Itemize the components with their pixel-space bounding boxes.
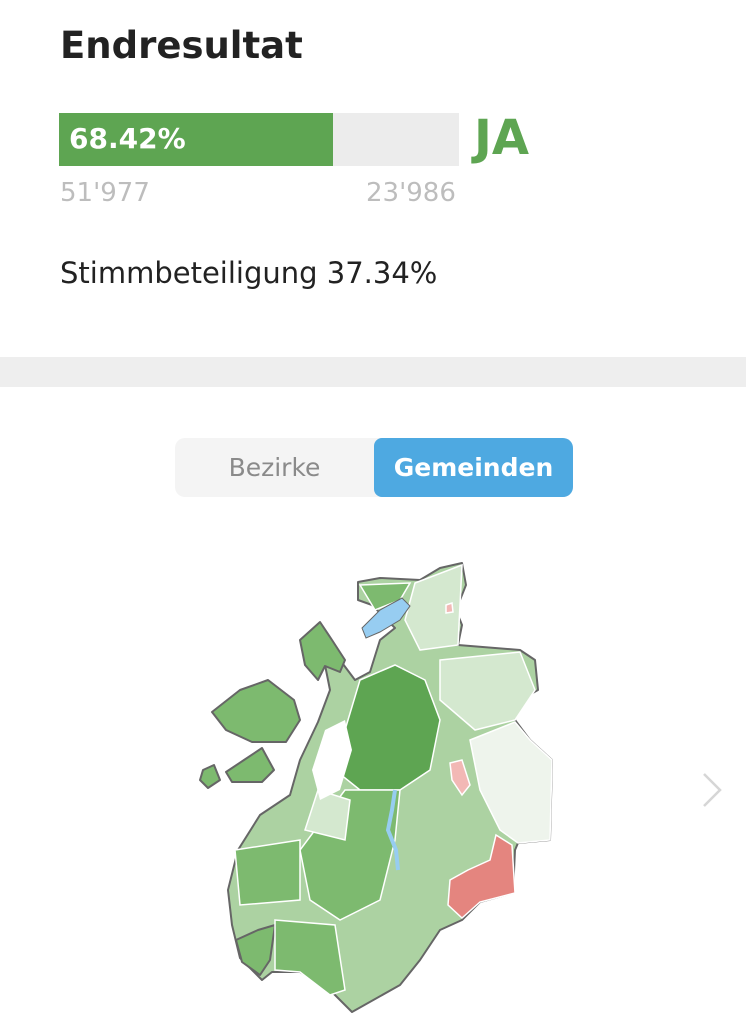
page-title: Endresultat	[60, 24, 303, 67]
map-region-west-faint	[304, 789, 351, 841]
map-level-toggle[interactable]: Bezirke Gemeinden	[175, 438, 573, 497]
yes-votes: 51'977	[60, 178, 150, 208]
map-region-murten-lake	[312, 720, 352, 800]
map-region-west-enclave	[225, 747, 275, 783]
map-region-south-enclave	[235, 924, 276, 976]
result-bar-fill	[59, 113, 333, 166]
map-region-nose-enclave	[299, 621, 346, 681]
section-divider	[0, 357, 746, 387]
toggle-bezirke[interactable]: Bezirke	[228, 453, 321, 482]
river-sarine	[385, 789, 400, 871]
map-region-northwest-enclave	[211, 679, 301, 743]
map-region-no-small	[449, 759, 471, 797]
map-region-southwest-medium	[274, 919, 346, 996]
map-region-no-tiny	[445, 601, 454, 614]
toggle-gemeinden[interactable]: Gemeinden	[374, 438, 573, 497]
map-region-small-enclave	[199, 764, 221, 789]
municipality-map[interactable]	[0, 540, 746, 1031]
result-bar: 68.42%	[59, 113, 459, 166]
turnout: Stimmbeteiligung 37.34%	[60, 256, 438, 290]
lake-neuchatel	[361, 597, 411, 639]
verdict-label: JA	[474, 110, 530, 166]
chevron-right-icon[interactable]	[698, 770, 728, 810]
map-region-east-neutral	[469, 721, 553, 844]
no-votes: 23'986	[366, 178, 456, 208]
map-region-north-faint	[404, 563, 463, 651]
yes-percent-label: 68.42%	[69, 122, 186, 155]
map-region-east-faint	[439, 651, 536, 731]
map-region-west-medium	[234, 839, 301, 906]
map-region-no-large	[447, 833, 516, 920]
